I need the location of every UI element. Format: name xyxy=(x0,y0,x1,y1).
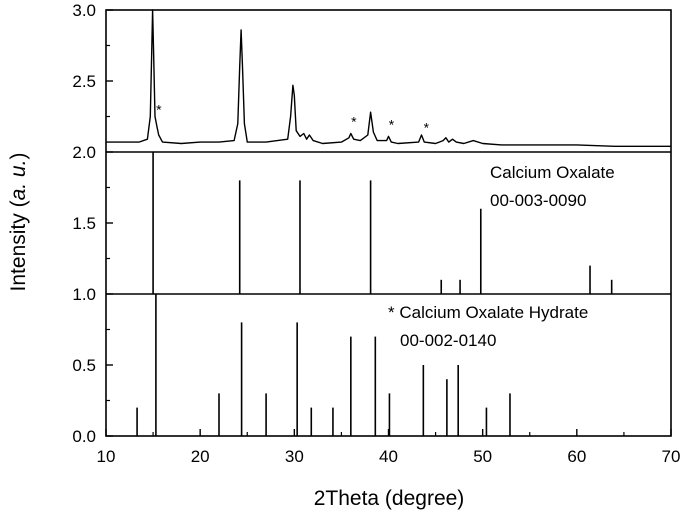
x-tick-label-2: 30 xyxy=(285,447,304,466)
y-tick-label-2: 1.0 xyxy=(72,285,96,304)
y-tick-label-1: 0.5 xyxy=(72,356,96,375)
x-tick-label-3: 40 xyxy=(379,447,398,466)
y-tick-label-3: 1.5 xyxy=(72,214,96,233)
star-marker-2: * xyxy=(389,116,395,132)
star-marker-0: * xyxy=(156,101,162,117)
x-tick-label-1: 20 xyxy=(191,447,210,466)
x-tick-label-4: 50 xyxy=(473,447,492,466)
ref1-code-label: 00-003-0090 xyxy=(490,191,586,210)
x-axis-title: 2Theta (degree) xyxy=(314,487,465,510)
y-tick-label-6: 3.0 xyxy=(72,1,96,20)
star-marker-3: * xyxy=(424,120,430,136)
ref1-name-label: Calcium Oxalate xyxy=(490,163,615,182)
star-marker-1: * xyxy=(351,114,357,130)
y-axis-title: Intensity (a. u.) xyxy=(7,153,30,292)
x-tick-label-0: 10 xyxy=(97,447,116,466)
labels: 2Theta (degree) Intensity (a. u.) Calciu… xyxy=(7,153,615,510)
y-tick-label-5: 2.5 xyxy=(72,72,96,91)
x-tick-label-5: 60 xyxy=(567,447,586,466)
y-tick-label-4: 2.0 xyxy=(72,143,96,162)
plot-frame xyxy=(105,9,672,437)
ref2-code-label: 00-002-0140 xyxy=(400,331,496,350)
axes: 10 20 30 40 50 60 70 0.0 0.5 1.0 1.5 2.0 2.5 3.0 xyxy=(72,1,680,466)
x-tick-label-6: 70 xyxy=(662,447,681,466)
measured-pattern-line xyxy=(106,9,671,148)
ref2-name-label: * Calcium Oxalate Hydrate xyxy=(388,303,588,322)
y-tick-label-0: 0.0 xyxy=(72,427,96,446)
plot-area: * * * * xyxy=(106,9,671,436)
